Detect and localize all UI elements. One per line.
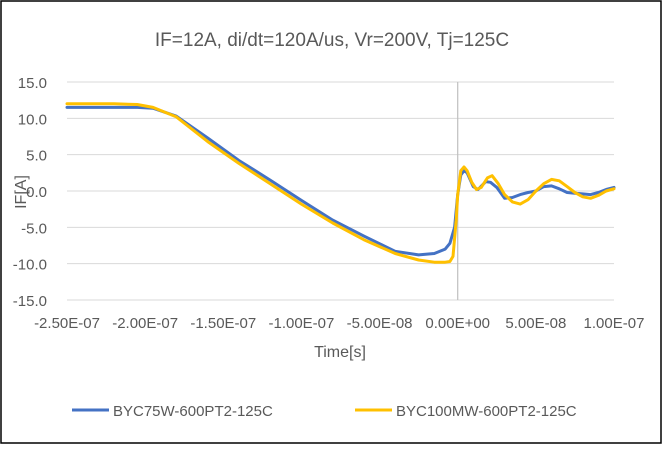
x-tick-label: 1.00E-07 [584, 315, 645, 332]
y-tick-labels: 15.0 10.0 5.0 0.0 -5.0 -10.0 -15.0 [13, 75, 47, 310]
y-tick-label: 10.0 [18, 111, 47, 128]
y-tick-label: -15.0 [13, 293, 47, 310]
y-tick-label: -5.0 [21, 220, 47, 237]
x-tick-label: -1.00E-07 [268, 315, 334, 332]
y-tick-label: 15.0 [18, 75, 47, 92]
legend-label-1: BYC75W-600PT2-125C [113, 403, 273, 420]
y-axis-title: IF[A] [13, 175, 30, 209]
legend-label-2: BYC100MW-600PT2-125C [396, 403, 577, 420]
series-line-2 [65, 102, 616, 264]
x-tick-label: -1.50E-07 [190, 315, 256, 332]
y-tick-label: -10.0 [13, 257, 47, 274]
x-tick-label: -2.50E-07 [34, 315, 100, 332]
x-tick-labels: -2.50E-07 -2.00E-07 -1.50E-07 -1.00E-07 -5.0… [34, 315, 644, 332]
x-tick-label: 0.00E+00 [425, 315, 490, 332]
x-tick-label: -5.00E-08 [347, 315, 413, 332]
x-tick-label: -2.00E-07 [112, 315, 178, 332]
chart-title: IF=12A, di/dt=120A/us, Vr=200V, Tj=125C [155, 30, 509, 51]
legend: BYC75W-600PT2-125C BYC100MW-600PT2-125C [72, 403, 577, 420]
y-tick-label: 0.0 [26, 184, 47, 201]
y-tick-label: 5.0 [26, 148, 47, 165]
x-tick-label: 5.00E-08 [505, 315, 566, 332]
x-axis-title: Time[s] [314, 344, 366, 361]
series-lines [65, 102, 616, 264]
